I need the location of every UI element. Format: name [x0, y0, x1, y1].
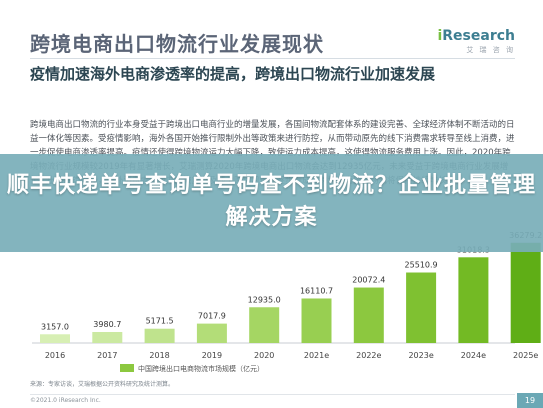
tick-label-2016: 2016 — [45, 351, 65, 360]
data-label-2023e: 25510.9 — [405, 261, 438, 270]
tick-label-2025e: 2025e — [513, 351, 538, 360]
legend-swatch — [120, 364, 134, 372]
bar-2023e — [406, 272, 437, 343]
tick-label-2019: 2019 — [202, 351, 222, 360]
tick-label-2020: 2020 — [254, 351, 274, 360]
tick-label-2022e: 2022e — [356, 351, 381, 360]
bar-2020 — [249, 307, 280, 343]
data-label-2018: 5171.5 — [146, 317, 174, 326]
page-title: 跨境电商出口物流行业发展现状 — [30, 32, 324, 56]
data-label-2016: 3157.0 — [41, 322, 69, 331]
header-divider — [30, 58, 515, 59]
tick-label-2018: 2018 — [149, 351, 169, 360]
bar-2022e — [353, 287, 384, 343]
copyright-text: ©2021.0 iResearch Inc. — [30, 397, 101, 404]
bar-2025e — [510, 242, 541, 343]
iresearch-logo: iResearch 艾 瑞 咨 询 — [437, 28, 515, 55]
overlay-banner — [0, 154, 543, 252]
slide-subtitle: 疫情加速海外电商渗透率的提高，跨境出口物流行业加速发展 — [30, 65, 436, 83]
overlay-headline: 顺丰快递单号查询单号码查不到物流？企业批量管理解决方案 — [6, 173, 536, 230]
bar-2018 — [144, 328, 175, 343]
bar-2021e — [301, 298, 332, 343]
tick-label-2017: 2017 — [97, 351, 117, 360]
source-footnote: 来源：专家访谈，艾瑞根据公开资料研究及统计测算。 — [30, 381, 175, 388]
tick-label-2021e: 2021e — [304, 351, 329, 360]
bar-2017 — [92, 332, 123, 343]
data-label-2020: 12935.0 — [248, 295, 281, 304]
logo-text: iResearch — [437, 28, 515, 44]
footer-divider — [30, 394, 515, 395]
bar-2024e — [458, 257, 489, 343]
bar-2016 — [40, 334, 70, 343]
tick-label-2024e: 2024e — [461, 351, 486, 360]
tick-label-2023e: 2023e — [408, 351, 433, 360]
legend-label: 中国跨境出口电商物流市场规模（亿元） — [138, 364, 264, 373]
data-label-2019: 7017.9 — [198, 312, 226, 321]
data-label-2017: 3980.7 — [93, 320, 121, 329]
data-label-2021e: 16110.7 — [300, 286, 333, 295]
logo-subtext: 艾 瑞 咨 询 — [466, 46, 515, 54]
bar-2019 — [196, 323, 227, 343]
page-number: 19 — [517, 393, 543, 408]
data-label-2022e: 20072.4 — [352, 276, 385, 285]
